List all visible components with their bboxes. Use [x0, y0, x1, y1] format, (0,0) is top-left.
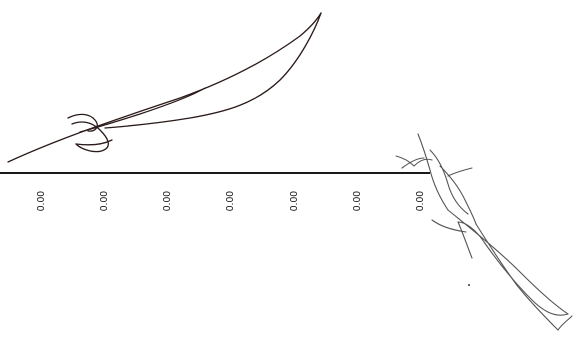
- signature-line: [0, 172, 430, 174]
- amount-value: 0.00: [99, 190, 110, 212]
- amount-value: 0.00: [36, 190, 47, 212]
- amount-value: 0.00: [352, 190, 363, 212]
- scan-speck: [468, 284, 470, 286]
- amount-value: 0.00: [225, 190, 236, 212]
- signature-top-left: [7, 12, 322, 163]
- amount-value: 0.00: [162, 190, 173, 212]
- signature-bottom-right: [395, 133, 573, 331]
- amount-value: 0.00: [289, 190, 300, 212]
- amount-value: 0.00: [415, 190, 426, 212]
